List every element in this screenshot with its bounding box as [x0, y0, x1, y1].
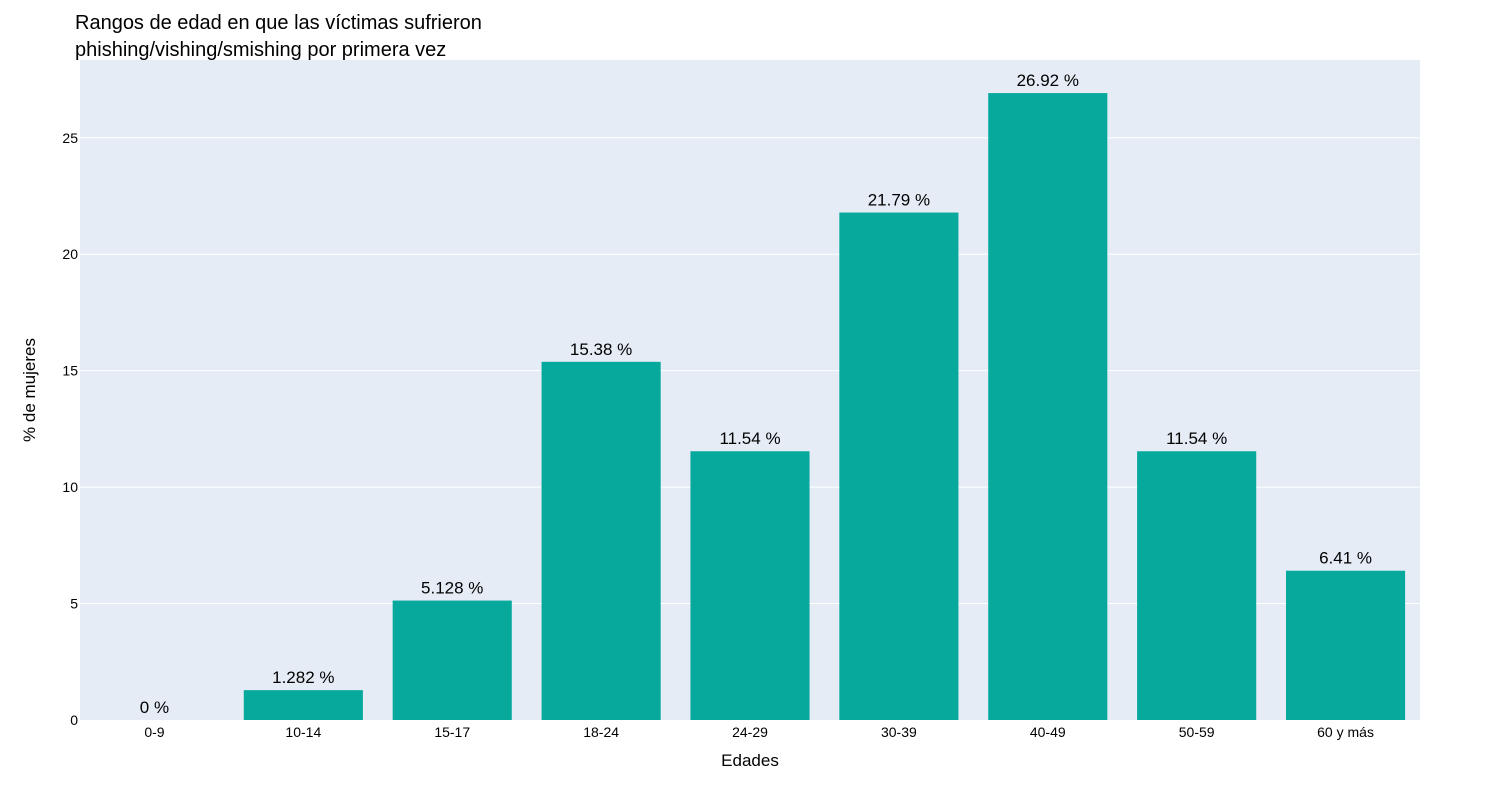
bar-value-labels: 0 % 1.282 % 5.128 % 15.38 % 11.54 % 21.79 % 26…: [140, 71, 1372, 717]
bar: [392, 600, 512, 720]
bar-value-label: 0 %: [140, 698, 169, 717]
x-tick-label: 60 y más: [1317, 724, 1374, 740]
bar: [690, 451, 810, 720]
y-tick-label: 25: [62, 130, 78, 146]
bars: [243, 93, 1406, 720]
x-tick-label: 15-17: [434, 724, 470, 740]
y-tick-label: 5: [70, 596, 78, 612]
chart-title-line-1: Rangos de edad en que las víctimas sufri…: [75, 12, 482, 34]
x-tick-label: 0-9: [144, 724, 164, 740]
y-tick-label: 0: [70, 712, 78, 728]
x-axis-tick-labels: 0-9 10-14 15-17 18-24 24-29 30-39 40-49 50-59 60…: [144, 724, 1374, 740]
bar: [988, 93, 1108, 720]
bar: [839, 212, 959, 720]
bar-value-label: 5.128 %: [421, 579, 483, 598]
bar: [243, 690, 363, 720]
x-tick-label: 18-24: [583, 724, 619, 740]
bar-value-label: 15.38 %: [570, 340, 632, 359]
y-tick-label: 10: [62, 479, 78, 495]
chart-title-line-2: phishing/vishing/smishing por primera ve…: [75, 39, 447, 61]
bar: [541, 361, 661, 720]
x-tick-label: 30-39: [881, 724, 917, 740]
bar: [1137, 451, 1257, 720]
bar-value-label: 11.54 %: [1166, 429, 1227, 448]
chart-title: Rangos de edad en que las víctimas sufri…: [75, 10, 675, 64]
y-tick-label: 20: [62, 246, 78, 262]
y-tick-label: 15: [62, 363, 78, 379]
x-tick-label: 50-59: [1179, 724, 1215, 740]
x-tick-label: 10-14: [285, 724, 321, 740]
x-axis-title: Edades: [721, 751, 779, 770]
bar: [1286, 570, 1406, 720]
bar-value-label: 11.54 %: [719, 429, 780, 448]
y-axis-tick-labels: 0 5 10 15 20 25: [62, 130, 78, 728]
y-axis-title: % de mujeres: [20, 338, 39, 442]
bar-value-label: 26.92 %: [1017, 71, 1079, 90]
x-tick-label: 40-49: [1030, 724, 1066, 740]
x-tick-label: 24-29: [732, 724, 768, 740]
bar-value-label: 1.282 %: [272, 668, 334, 687]
bar-value-label: 6.41 %: [1319, 549, 1372, 568]
bar-value-label: 21.79 %: [868, 191, 930, 210]
